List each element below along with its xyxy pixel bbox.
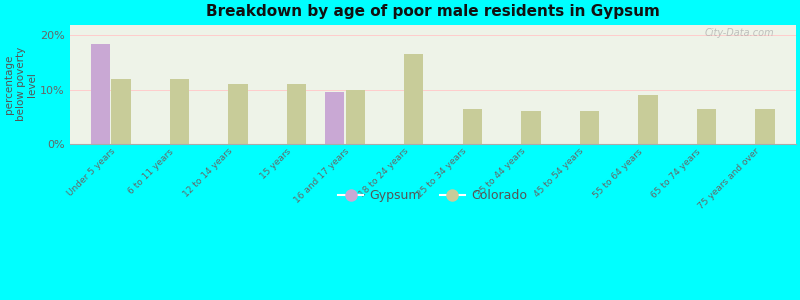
Bar [346,90,365,144]
Bar [755,109,774,144]
Bar [462,109,482,144]
Bar [522,112,541,144]
Bar [91,44,110,144]
Bar [111,79,130,144]
Text: City-Data.com: City-Data.com [705,28,774,38]
Bar [404,54,423,144]
Bar [229,84,248,144]
Bar [325,92,344,144]
Bar [580,112,599,144]
Bar [638,95,658,144]
Bar [287,84,306,144]
Bar [170,79,190,144]
Bar [697,109,716,144]
Legend: Gypsum, Colorado: Gypsum, Colorado [334,184,532,207]
Y-axis label: percentage
below poverty
level: percentage below poverty level [4,47,38,122]
Title: Breakdown by age of poor male residents in Gypsum: Breakdown by age of poor male residents … [206,4,660,19]
